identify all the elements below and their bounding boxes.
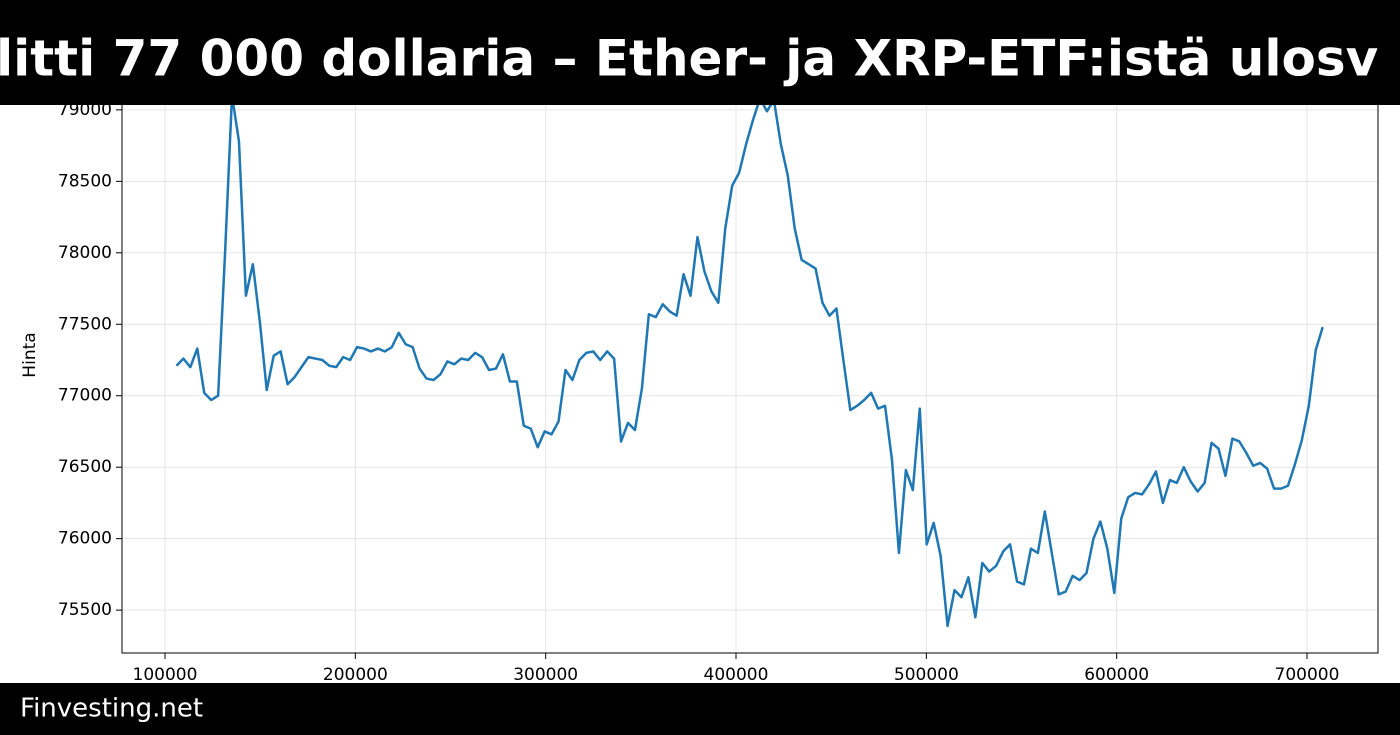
y-tick-label: 76000: [58, 529, 112, 549]
y-tick-label: 77500: [58, 314, 112, 334]
plot-frame: [121, 66, 1379, 654]
title-banner: [0, 0, 1400, 105]
x-tick-label: 200000: [323, 665, 388, 685]
source: Finvesting.net: [20, 694, 203, 724]
y-tick-label: 78000: [58, 243, 112, 263]
price-line: [175, 94, 1324, 628]
x-tick-label: 600000: [1084, 665, 1149, 685]
y-tick-label: 78500: [58, 171, 112, 191]
x-tick-label: 500000: [894, 665, 959, 685]
x-tick-label: 700000: [1275, 665, 1340, 685]
y-tick-label: 76500: [58, 457, 112, 477]
x-tick-label: 400000: [704, 665, 769, 685]
plot-area: 7550076000765007700077500780007850079000…: [58, 66, 1379, 685]
x-tick-label: 300000: [513, 665, 578, 685]
chart-title: litti 77 000 dollaria – Ether- ja XRP-ET…: [0, 30, 1378, 88]
y-tick-label: 75500: [58, 600, 112, 620]
y-tick-label: 77000: [58, 386, 112, 406]
footer-banner: [0, 683, 1400, 735]
y-axis-label: Hinta: [20, 332, 40, 377]
x-tick-label: 100000: [133, 665, 198, 685]
